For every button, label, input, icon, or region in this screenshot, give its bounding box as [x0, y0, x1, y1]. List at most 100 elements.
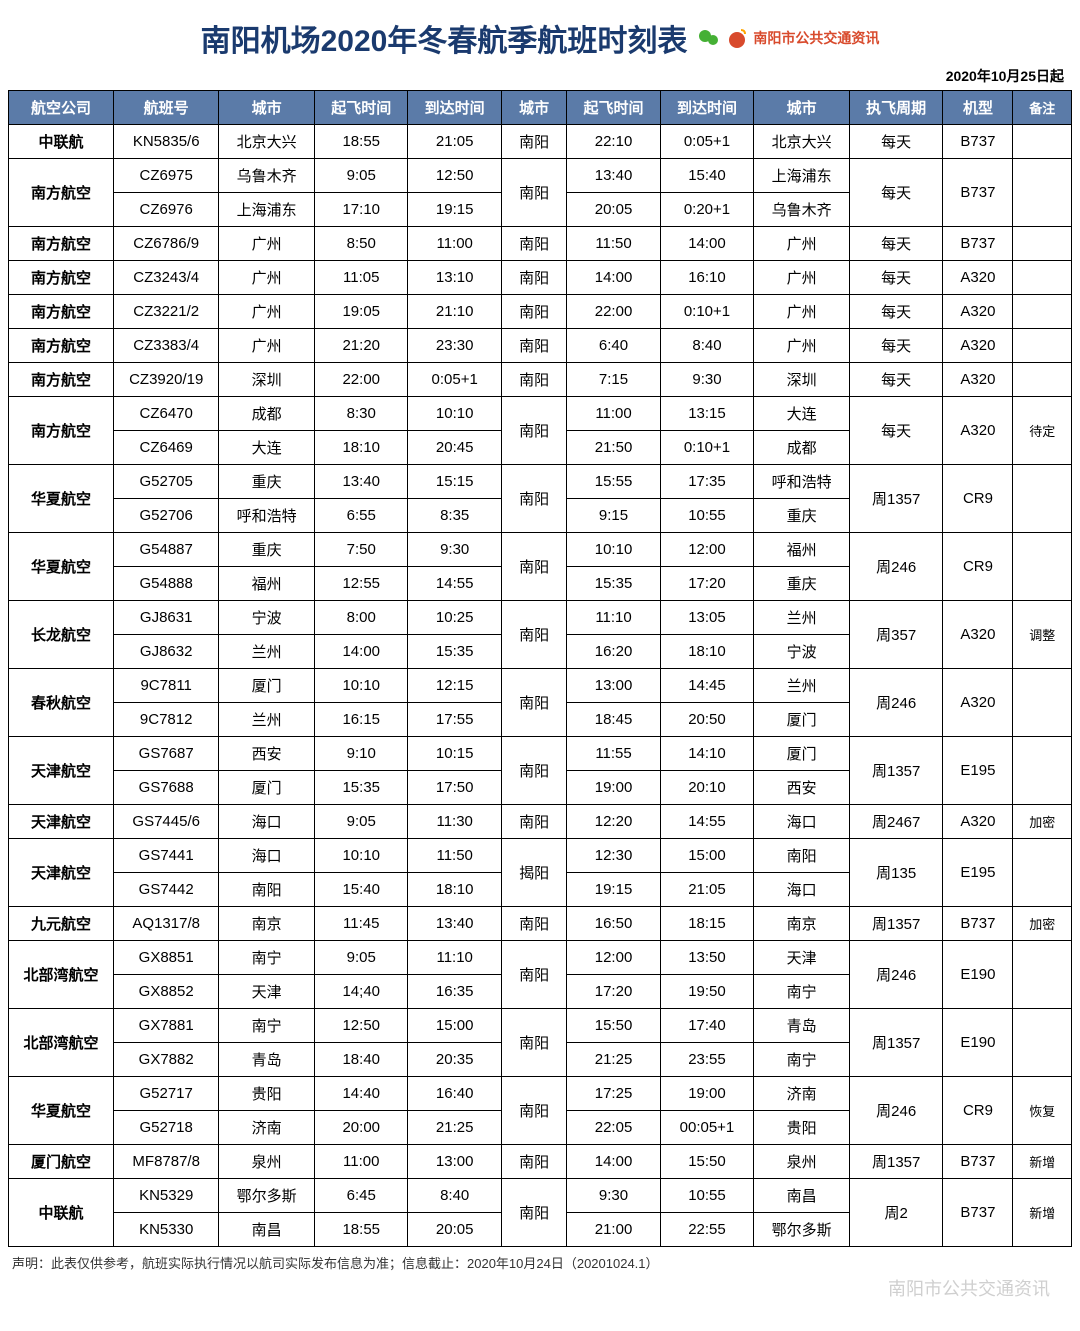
cell: 9C7811	[114, 669, 219, 703]
col-header: 航班号	[114, 91, 219, 125]
cell: CZ6470	[114, 397, 219, 431]
cell: 19:00	[660, 1077, 753, 1111]
table-row: 北部湾航空GX7881南宁12:5015:00南阳15:5017:40青岛周13…	[9, 1009, 1072, 1043]
cell: 17:20	[660, 567, 753, 601]
cell: 乌鲁木齐	[754, 193, 850, 227]
cell: 14:10	[660, 737, 753, 771]
cell: 每天	[849, 397, 942, 465]
cell: 周1357	[849, 465, 942, 533]
col-header: 城市	[754, 91, 850, 125]
col-header: 机型	[943, 91, 1013, 125]
cell: 15:15	[408, 465, 501, 499]
cell: G54888	[114, 567, 219, 601]
cell: 周1357	[849, 907, 942, 941]
cell: 11:00	[315, 1145, 408, 1179]
cell: 南方航空	[9, 261, 114, 295]
cell: 0:05+1	[660, 125, 753, 159]
col-header: 城市	[501, 91, 566, 125]
cell: G52705	[114, 465, 219, 499]
table-row: 南方航空CZ6786/9广州8:5011:00南阳11:5014:00广州每天B…	[9, 227, 1072, 261]
cell: 鄂尔多斯	[754, 1213, 850, 1247]
cell	[1013, 533, 1072, 601]
cell: 长龙航空	[9, 601, 114, 669]
cell: 加密	[1013, 805, 1072, 839]
cell: 南阳	[501, 465, 566, 533]
table-row: 厦门航空MF8787/8泉州11:0013:00南阳14:0015:50泉州周1…	[9, 1145, 1072, 1179]
cell: GJ8631	[114, 601, 219, 635]
cell: 九元航空	[9, 907, 114, 941]
watermark: 南阳市公共交通资讯	[888, 1275, 1050, 1301]
title-bar: 南阳机场2020年冬春航季航班时刻表 南阳市公共交通资讯	[8, 8, 1072, 64]
cell: 南阳	[501, 601, 566, 669]
cell: 南阳	[501, 1077, 566, 1145]
cell: 南阳	[501, 1009, 566, 1077]
table-row: 天津航空GS7441海口10:1011:50揭阳12:3015:00南阳周135…	[9, 839, 1072, 873]
cell: 13:40	[408, 907, 501, 941]
cell: 南宁	[219, 941, 315, 975]
cell: KN5330	[114, 1213, 219, 1247]
cell: 20:10	[660, 771, 753, 805]
cell: A320	[943, 805, 1013, 839]
cell: 南宁	[754, 1043, 850, 1077]
cell: 南方航空	[9, 363, 114, 397]
cell: 每天	[849, 125, 942, 159]
cell: 16:15	[315, 703, 408, 737]
cell: 待定	[1013, 397, 1072, 465]
table-row: 中联航KN5329鄂尔多斯6:458:40南阳9:3010:55南昌周2B737…	[9, 1179, 1072, 1213]
cell	[1013, 295, 1072, 329]
cell: 16:10	[660, 261, 753, 295]
table-row: 南方航空CZ3243/4广州11:0513:10南阳14:0016:10广州每天…	[9, 261, 1072, 295]
cell: 19:15	[408, 193, 501, 227]
cell: 17:25	[567, 1077, 660, 1111]
cell: 新增	[1013, 1179, 1072, 1247]
cell: CZ6786/9	[114, 227, 219, 261]
cell: 宁波	[754, 635, 850, 669]
cell: 南阳	[501, 737, 566, 805]
cell: 19:05	[315, 295, 408, 329]
cell: 9:15	[567, 499, 660, 533]
cell: 14:55	[408, 567, 501, 601]
cell: 22:10	[567, 125, 660, 159]
cell: 20:05	[567, 193, 660, 227]
cell: 11:30	[408, 805, 501, 839]
cell: 兰州	[219, 635, 315, 669]
cell: GJ8632	[114, 635, 219, 669]
cell: 广州	[754, 295, 850, 329]
table-row: 九元航空AQ1317/8南京11:4513:40南阳16:5018:15南京周1…	[9, 907, 1072, 941]
cell: 深圳	[219, 363, 315, 397]
cell: 11:00	[408, 227, 501, 261]
cell: 10:55	[660, 499, 753, 533]
cell: 19:00	[567, 771, 660, 805]
cell: 14:00	[660, 227, 753, 261]
cell: 15:00	[660, 839, 753, 873]
cell: 13:10	[408, 261, 501, 295]
cell: 14:45	[660, 669, 753, 703]
cell: CZ3383/4	[114, 329, 219, 363]
cell: CZ6976	[114, 193, 219, 227]
cell: 南昌	[754, 1179, 850, 1213]
cell: 14:40	[315, 1077, 408, 1111]
cell: 12:50	[408, 159, 501, 193]
cell: 13:05	[660, 601, 753, 635]
cell: 16:35	[408, 975, 501, 1009]
cell: 18:40	[315, 1043, 408, 1077]
cell: 11:50	[567, 227, 660, 261]
cell: 21:25	[567, 1043, 660, 1077]
cell: 10:10	[315, 669, 408, 703]
cell: 广州	[219, 295, 315, 329]
cell: 21:25	[408, 1111, 501, 1145]
logo-text: 南阳市公共交通资讯	[753, 28, 879, 48]
cell: 南方航空	[9, 227, 114, 261]
cell: 新增	[1013, 1145, 1072, 1179]
cell: 鄂尔多斯	[219, 1179, 315, 1213]
cell: 北部湾航空	[9, 1009, 114, 1077]
cell: 厦门	[219, 771, 315, 805]
cell: A320	[943, 261, 1013, 295]
cell	[1013, 1009, 1072, 1077]
col-header: 到达时间	[408, 91, 501, 125]
cell: CR9	[943, 533, 1013, 601]
cell: CR9	[943, 1077, 1013, 1145]
cell: 济南	[754, 1077, 850, 1111]
cell	[1013, 125, 1072, 159]
cell: 17:50	[408, 771, 501, 805]
